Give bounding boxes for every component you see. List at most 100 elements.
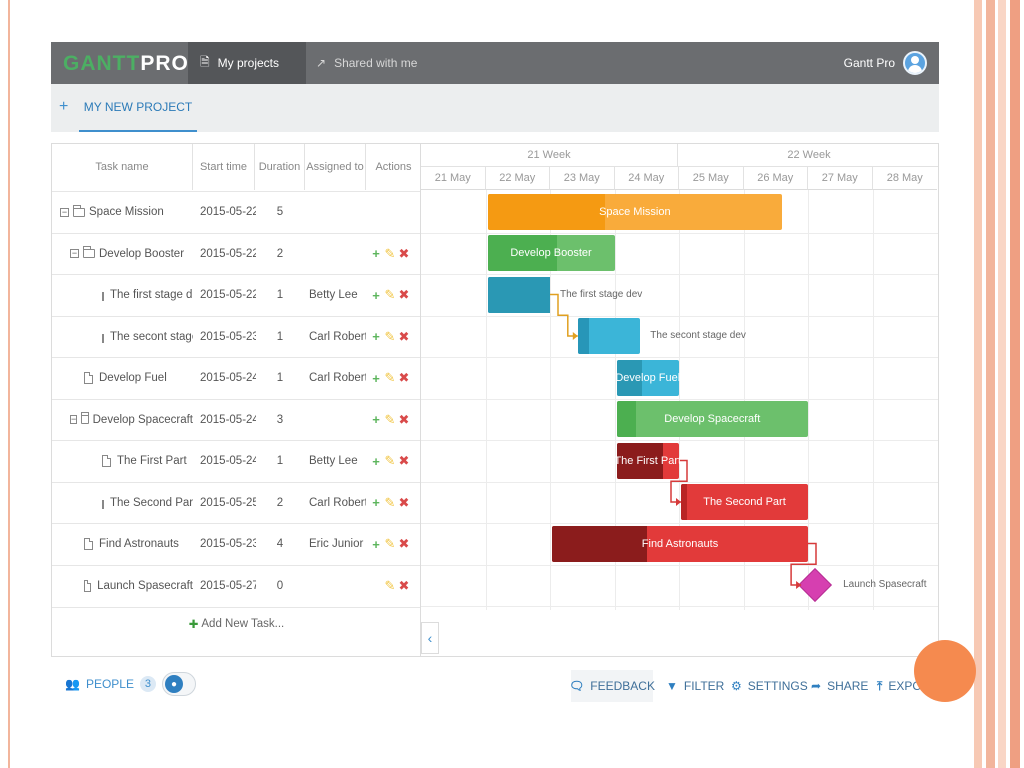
settings-button[interactable]: ⚙ SETTINGS	[731, 670, 808, 702]
add-subtask-icon[interactable]: +	[372, 246, 380, 261]
task-bar-label: The Second Part	[703, 496, 786, 508]
actions-cell: + ✎ ✖	[369, 483, 411, 523]
row-gridline	[421, 398, 938, 400]
table-row[interactable]: The Second Part 2015-05-25 2 Carl Roberts + ✎…	[52, 481, 421, 523]
table-row[interactable]: Develop Fuel 2015-05-24 1 Carl Roberts + ✎✖	[52, 357, 421, 398]
task-name-cell[interactable]: The secont stage de	[102, 317, 193, 357]
task-progress-fill	[616, 442, 664, 479]
edit-icon[interactable]: ✎	[384, 245, 396, 261]
task-bar[interactable]: Space Mission	[487, 193, 783, 230]
start-time-cell: 2015-05-22	[200, 206, 256, 218]
add-new-task-button[interactable]: ✚ Add New Task...	[52, 607, 421, 640]
add-project-button[interactable]: +	[59, 98, 69, 115]
edit-icon[interactable]: ✎	[384, 411, 396, 427]
task-bar[interactable]: Develop Booster	[487, 235, 615, 271]
table-row[interactable]: − Develop Spacecraft 2015-05-24 3 + ✎ ✖	[52, 398, 421, 440]
task-bar[interactable]: Develop Spacecraft	[616, 401, 808, 437]
start-time-cell: 2015-05-22	[200, 247, 256, 260]
edit-icon[interactable]: ✎	[384, 370, 396, 385]
column-header-start-time[interactable]: Start time	[193, 144, 255, 190]
add-subtask-icon[interactable]: +	[372, 412, 380, 427]
add-subtask-icon[interactable]: +	[372, 453, 380, 469]
task-name-cell[interactable]: The First Part	[102, 441, 193, 481]
tab-my-new-project[interactable]: MY NEW PROJECT	[79, 84, 197, 132]
feedback-label: FEEDBACK	[590, 679, 655, 693]
column-header-assigned-to[interactable]: Assigned to	[305, 144, 366, 190]
share-button[interactable]: ➦ SHARE	[811, 670, 868, 702]
delete-icon[interactable]: ✖	[398, 494, 410, 510]
start-time-cell: 2015-05-23	[200, 330, 256, 343]
edit-icon[interactable]: ✎	[384, 328, 396, 344]
collapse-toggle-icon[interactable]: −	[70, 414, 78, 424]
task-progress-fill	[487, 235, 558, 271]
task-name-cell[interactable]: − Space Mission	[60, 192, 193, 232]
delete-icon[interactable]: ✖	[398, 536, 410, 551]
delete-icon[interactable]: ✖	[398, 411, 410, 427]
people-button[interactable]: 👥 PEOPLE 3 ●	[65, 672, 196, 696]
delete-icon[interactable]: ✖	[398, 328, 410, 344]
edit-icon[interactable]: ✎	[384, 453, 396, 468]
task-name-cell[interactable]: − Develop Spacecraft	[70, 400, 193, 440]
dependency-link	[790, 542, 817, 586]
edit-icon[interactable]: ✎	[384, 536, 396, 551]
task-bar[interactable]: The First Part	[614, 442, 681, 479]
slide-accent-dot	[914, 640, 976, 702]
filter-button[interactable]: ▼ FILTER	[666, 670, 724, 702]
task-name-cell[interactable]: − Develop Booster	[70, 234, 193, 274]
delete-icon[interactable]: ✖	[398, 577, 410, 593]
slide-stripe	[1010, 0, 1020, 768]
tab-shared-with-me[interactable]: ↗ Shared with me	[316, 42, 417, 84]
slide-left-line	[8, 0, 10, 768]
task-name-cell[interactable]: Find Astronauts	[84, 524, 193, 564]
start-time-cell: 2015-05-22	[200, 289, 256, 301]
actions-cell: + ✎ ✖	[369, 234, 411, 274]
edit-icon[interactable]: ✎	[384, 577, 396, 593]
collapse-toggle-icon[interactable]: −	[70, 248, 79, 258]
delete-icon[interactable]: ✖	[398, 245, 410, 261]
table-row[interactable]: Find Astronauts 2015-05-23 4 Eric Junior Br…	[52, 523, 421, 564]
week-header: 21 Week	[421, 144, 678, 167]
collapse-grid-button[interactable]: ‹	[421, 622, 439, 654]
tab-my-projects[interactable]: 🗎 My projects	[188, 42, 306, 84]
column-header-task-name[interactable]: Task name	[52, 144, 193, 190]
table-row[interactable]: The secont stage de 2015-05-23 1 Carl Rober…	[52, 315, 421, 357]
task-bar[interactable]	[487, 276, 550, 313]
week-header: 22 Week	[678, 144, 938, 167]
day-header: 22 May	[485, 167, 550, 190]
collapse-toggle-icon[interactable]: −	[60, 206, 69, 217]
delete-icon[interactable]: ✖	[398, 370, 410, 385]
table-row[interactable]: − Space Mission 2015-05-22 5	[52, 191, 421, 232]
user-menu[interactable]: Gantt Pro	[844, 42, 927, 84]
delete-icon[interactable]: ✖	[398, 453, 410, 468]
task-name-cell[interactable]: The first stage dev	[102, 275, 193, 315]
delete-icon[interactable]: ✖	[398, 287, 410, 302]
task-name-cell[interactable]: The Second Part	[102, 483, 193, 523]
add-subtask-icon[interactable]: +	[372, 287, 380, 303]
ganttpro-logo[interactable]: GANTTPRO	[63, 52, 189, 76]
table-row[interactable]: − Develop Booster 2015-05-22 2 + ✎ ✖	[52, 232, 421, 274]
people-toggle[interactable]: ●	[161, 672, 196, 696]
task-name-cell[interactable]: Develop Fuel	[84, 358, 193, 398]
edit-icon[interactable]: ✎	[384, 287, 396, 302]
add-subtask-icon[interactable]: +	[372, 329, 380, 344]
duration-cell: 1	[276, 372, 284, 384]
add-subtask-icon[interactable]: +	[372, 370, 380, 386]
task-name-cell[interactable]: Launch Spasecraft	[84, 566, 193, 606]
gear-icon: ⚙	[731, 679, 742, 693]
row-gridline	[421, 606, 938, 607]
table-row[interactable]: Launch Spasecraft 2015-05-27 0 ✎ ✖	[52, 564, 421, 606]
feedback-button[interactable]: 🗨 FEEDBACK	[569, 670, 655, 702]
add-subtask-icon[interactable]: +	[372, 536, 380, 552]
task-bar[interactable]	[577, 318, 641, 354]
start-time-cell: 2015-05-24	[200, 372, 256, 384]
task-bar-label: The first stage dev	[560, 288, 643, 300]
day-header: 23 May	[550, 167, 615, 190]
table-row[interactable]: The first stage dev 2015-05-22 1 Betty Lee +…	[52, 274, 421, 315]
task-bar[interactable]: Develop Fuel	[615, 359, 680, 396]
add-subtask-icon[interactable]: +	[372, 495, 380, 510]
column-header-duration[interactable]: Duration	[255, 144, 305, 190]
table-row[interactable]: The First Part 2015-05-24 1 Betty Lee + ✎ ✖	[52, 440, 421, 481]
task-bar[interactable]: The Second Part	[681, 484, 808, 520]
task-bar[interactable]: Find Astronauts	[552, 525, 808, 562]
edit-icon[interactable]: ✎	[384, 494, 396, 510]
